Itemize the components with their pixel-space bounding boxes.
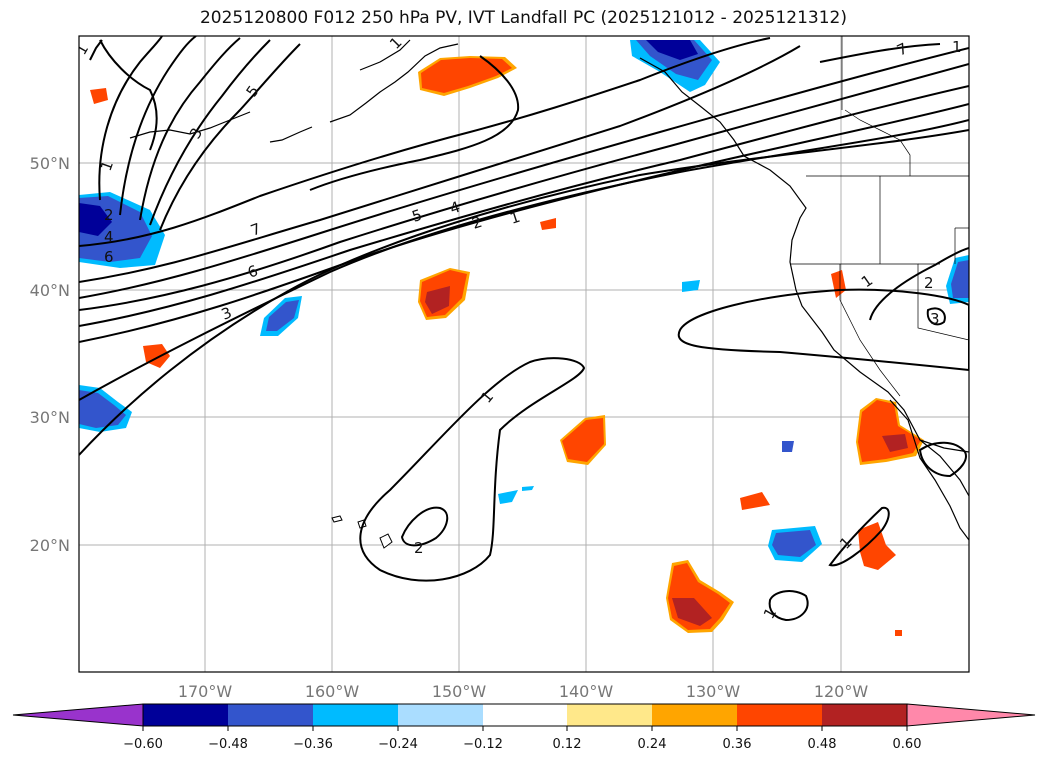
colorbar-bin — [567, 704, 652, 726]
colorbar-frame — [142, 703, 908, 727]
coastlines — [129, 39, 969, 541]
contour-label: 2 — [924, 274, 934, 292]
colorbar-bin — [143, 704, 228, 726]
lat-label: 40°N — [30, 281, 70, 300]
contour-label: 2 — [104, 206, 114, 224]
colorbar-tick-label: 0.12 — [553, 737, 582, 752]
lat-label: 50°N — [30, 154, 70, 173]
negative-anomaly-shading — [79, 40, 969, 562]
colorbar-extend-max — [906, 703, 1036, 727]
colorbar-bin — [822, 704, 907, 726]
plot-frame — [78, 35, 970, 673]
colorbar-bin — [313, 704, 398, 726]
contour-label: 6 — [104, 248, 114, 266]
colorbar-bin — [483, 704, 567, 726]
colorbar-tick-label: −0.24 — [378, 737, 418, 752]
state-borders — [790, 36, 969, 397]
colorbar-bin — [737, 704, 822, 726]
colorbar-tick-label: −0.36 — [293, 737, 333, 752]
colorbar-tick-label: −0.48 — [208, 737, 248, 752]
colorbar-tick-label: 0.24 — [638, 737, 667, 752]
colorbar-bin — [652, 704, 737, 726]
contour-label: 2 — [414, 539, 424, 557]
colorbar-tick-label: −0.12 — [463, 737, 503, 752]
lon-label: 130°W — [686, 682, 741, 701]
lon-label: 170°W — [178, 682, 233, 701]
contour-label: 3 — [930, 310, 940, 328]
lon-label: 140°W — [559, 682, 614, 701]
lat-label: 30°N — [30, 408, 70, 427]
plot-area — [79, 36, 969, 672]
colorbar-bin — [398, 704, 483, 726]
lat-label: 20°N — [30, 536, 70, 555]
positive-anomaly-shading — [90, 56, 924, 636]
colorbar: −0.60 −0.48 −0.36 −0.24 −0.12 0.12 0.24 … — [12, 703, 1036, 752]
contour-label: 1 — [952, 38, 962, 56]
longitude-labels: 170°W 160°W 150°W 140°W 130°W 120°W — [178, 682, 869, 701]
colorbar-tick-label: 0.60 — [893, 737, 922, 752]
colorbar-bin — [228, 704, 313, 726]
colorbar-tick-label: −0.60 — [123, 737, 163, 752]
colorbar-tick-label: 0.48 — [808, 737, 837, 752]
contour-label: 4 — [104, 228, 114, 246]
latitude-labels: 50°N 40°N 30°N 20°N — [30, 154, 70, 555]
lon-label: 150°W — [432, 682, 487, 701]
colorbar-tick-label: 0.36 — [723, 737, 752, 752]
colorbar-extend-min — [12, 703, 144, 727]
map-title: 2025120800 F012 250 hPa PV, IVT Landfall… — [199, 8, 847, 28]
lon-label: 120°W — [814, 682, 869, 701]
lon-label: 160°W — [305, 682, 360, 701]
pv-contours — [79, 36, 969, 622]
